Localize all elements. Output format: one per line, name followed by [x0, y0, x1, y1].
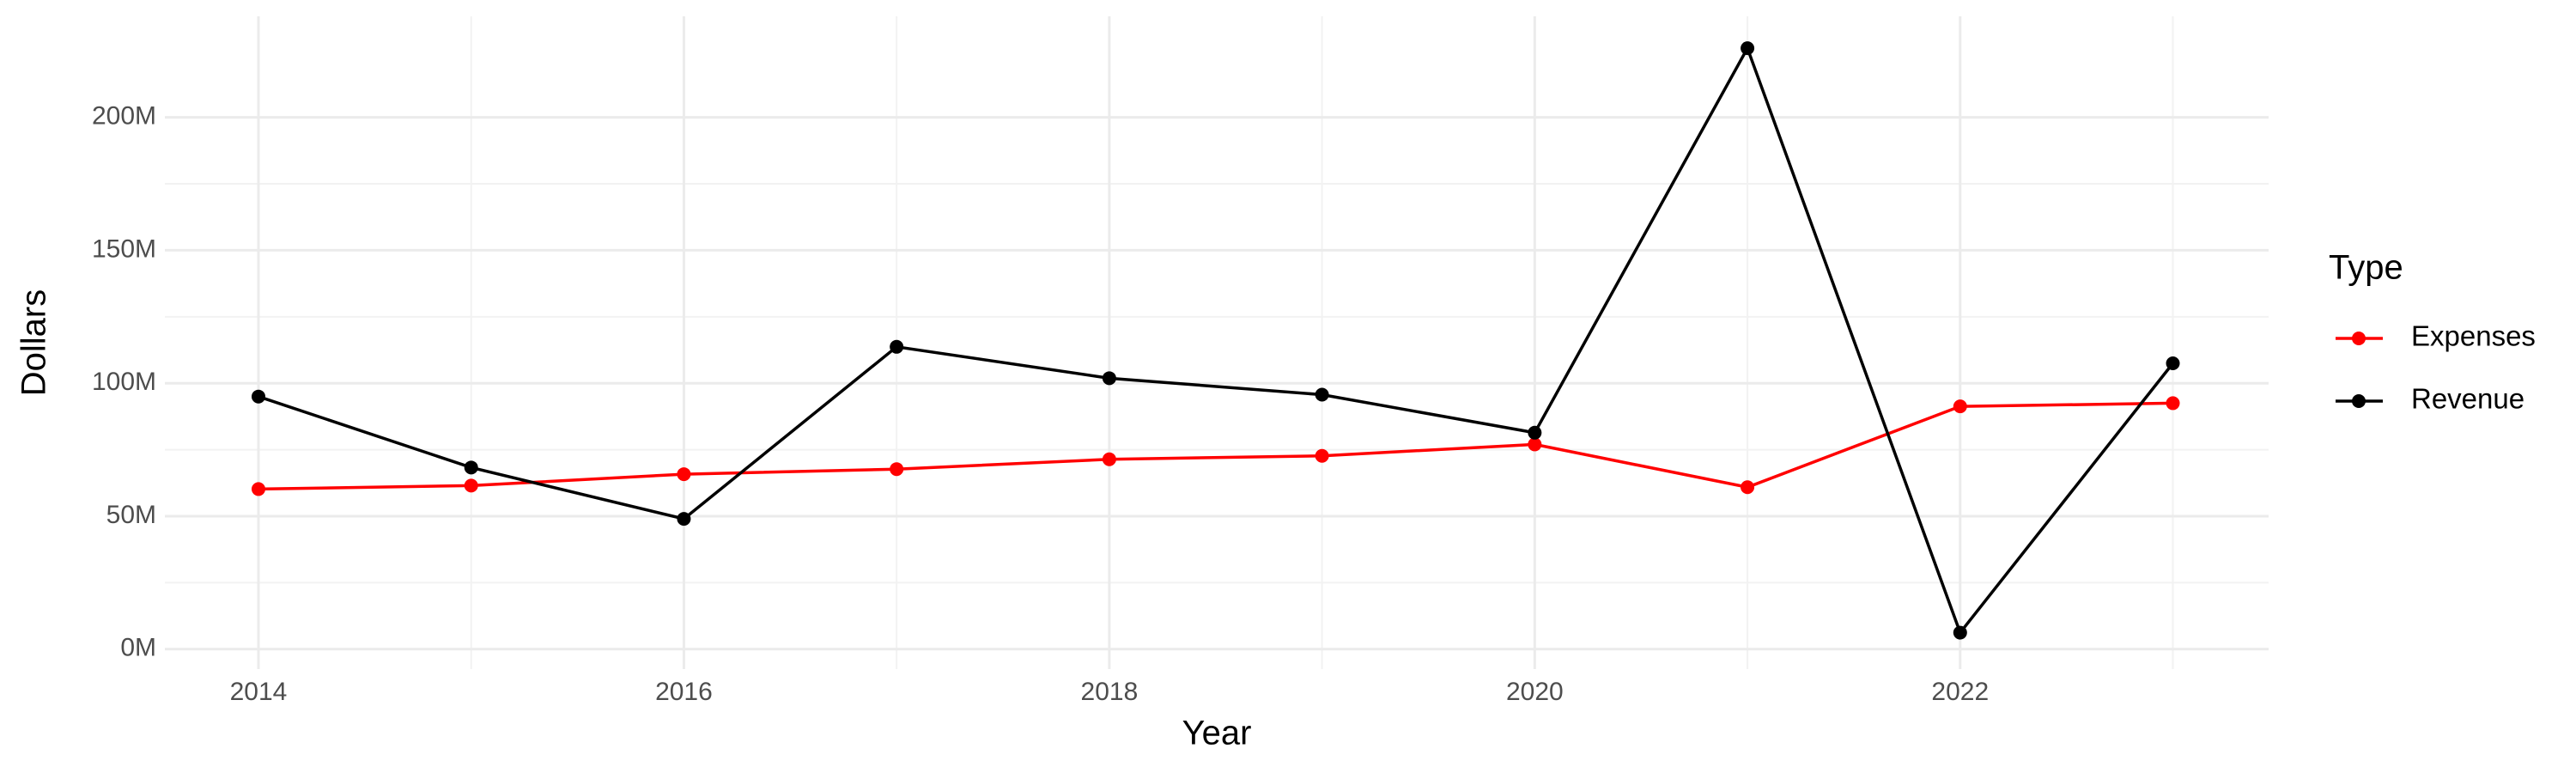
- data-point: [464, 478, 478, 493]
- data-point: [1102, 371, 1116, 386]
- data-point: [2166, 396, 2180, 411]
- x-tick-label: 2022: [1931, 678, 1989, 706]
- legend-marker: [2352, 394, 2366, 408]
- series-line: [258, 44, 2174, 636]
- legend-title: Type: [2329, 249, 2403, 287]
- data-point: [1528, 437, 1542, 452]
- x-tick-label: 2014: [230, 678, 288, 706]
- x-axis-title: Year: [1182, 715, 1252, 752]
- x-tick-label: 2018: [1081, 678, 1139, 706]
- data-point: [1741, 41, 1755, 56]
- data-point: [1953, 399, 1967, 414]
- data-point: [2166, 356, 2180, 370]
- data-point: [251, 482, 265, 496]
- y-tick-label: 200M: [92, 102, 156, 131]
- data-point: [1953, 625, 1967, 640]
- y-axis-title: Dollars: [15, 289, 53, 396]
- data-point: [1741, 480, 1755, 495]
- y-tick-label: 150M: [92, 234, 156, 263]
- legend-label: Expenses: [2411, 320, 2536, 352]
- data-point: [1315, 387, 1329, 402]
- y-tick-label: 0M: [120, 634, 156, 662]
- legend-label: Revenue: [2411, 383, 2524, 415]
- series-line: [258, 401, 2173, 491]
- legend-marker: [2352, 332, 2366, 345]
- x-tick-label: 2020: [1506, 678, 1564, 706]
- y-tick-label: 50M: [106, 501, 156, 529]
- data-point: [251, 389, 265, 404]
- data-point: [890, 462, 904, 477]
- data-point: [677, 512, 691, 526]
- x-tick-label: 2016: [655, 678, 713, 706]
- data-point: [890, 339, 904, 354]
- data-point: [1102, 452, 1116, 466]
- y-tick-label: 100M: [92, 368, 156, 396]
- data-point: [464, 460, 478, 475]
- data-point: [677, 467, 691, 482]
- data-point: [1315, 448, 1329, 463]
- data-point: [1528, 425, 1542, 440]
